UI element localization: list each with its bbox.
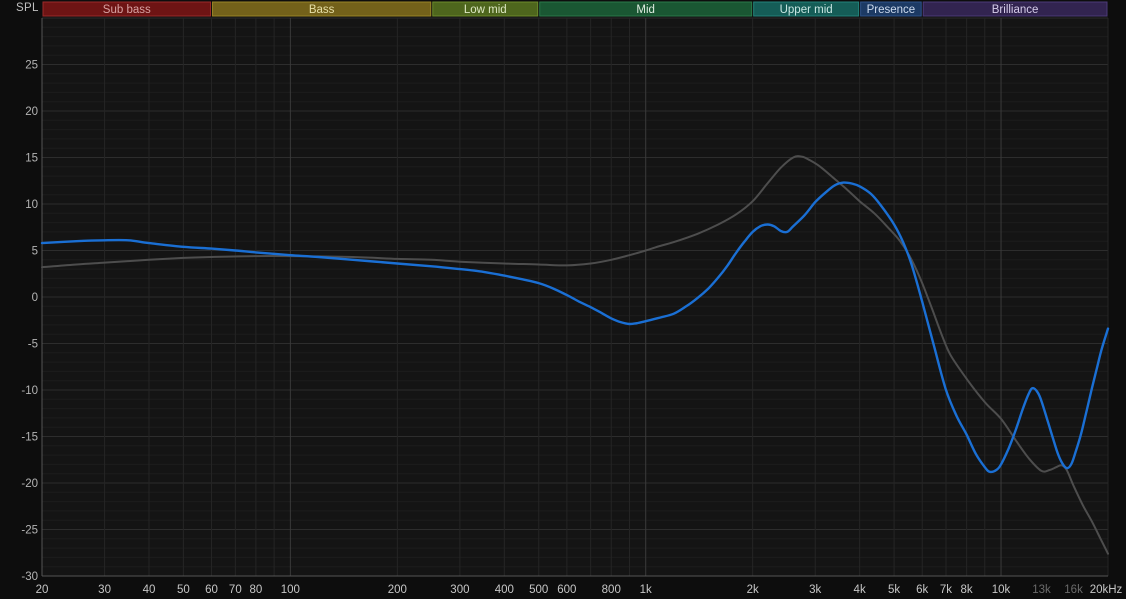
x-tick-label: 50	[177, 584, 190, 596]
x-tick-label: 3k	[809, 584, 821, 596]
y-tick-label: 10	[25, 199, 38, 211]
y-tick-label: 0	[32, 292, 38, 304]
x-tick-label: 30	[98, 584, 111, 596]
band-mid	[539, 1, 753, 17]
x-tick-label: 400	[495, 584, 514, 596]
y-tick-label: -5	[28, 339, 38, 351]
x-tick-label: 10k	[992, 584, 1011, 596]
y-tick-label: -15	[21, 432, 38, 444]
x-tick-label: 200	[388, 584, 407, 596]
x-tick-label: 5k	[888, 584, 900, 596]
band-label-mid: Mid	[636, 4, 655, 16]
x-tick-label: 800	[602, 584, 621, 596]
band-label-upper-mid: Upper mid	[780, 4, 833, 16]
x-tick-label: 8k	[961, 584, 973, 596]
x-tick-label: 40	[143, 584, 156, 596]
y-tick-label: -10	[21, 385, 38, 397]
band-low-mid	[432, 1, 539, 17]
y-tick-label: -20	[21, 478, 38, 490]
x-tick-label: 70	[229, 584, 242, 596]
y-tick-label: -25	[21, 525, 38, 537]
measured-curve	[40, 181, 1110, 474]
band-label-bass: Bass	[309, 4, 335, 16]
x-tick-label: 60	[205, 584, 218, 596]
band-bass	[212, 1, 432, 17]
band-label-low-mid: Low mid	[464, 4, 507, 16]
x-tick-label: 300	[450, 584, 469, 596]
x-tick-label: 100	[281, 584, 300, 596]
y-tick-label: 25	[25, 60, 38, 72]
x-tick-label: 1k	[640, 584, 652, 596]
band-brilliance	[922, 1, 1108, 17]
y-tick-label: 5	[32, 246, 38, 258]
x-tick-label: 4k	[854, 584, 866, 596]
x-tick-label: 13k	[1032, 584, 1051, 596]
band-label-sub-bass: Sub bass	[103, 4, 151, 16]
x-tick-label: 2k	[747, 584, 759, 596]
band-sub-bass	[42, 1, 212, 17]
x-tick-label: 600	[557, 584, 576, 596]
x-tick-label: 500	[529, 584, 548, 596]
band-label-presence: Presence	[867, 4, 916, 16]
y-tick-label: -30	[21, 571, 38, 583]
x-tick-label: 7k	[940, 584, 952, 596]
x-tick-label: 20	[36, 584, 49, 596]
band-upper-mid	[753, 1, 860, 17]
x-tick-label: 6k	[916, 584, 928, 596]
target-curve	[41, 155, 1109, 555]
y-tick-label: 20	[25, 106, 38, 118]
band-label-brilliance: Brilliance	[992, 4, 1039, 16]
band-presence	[860, 1, 922, 17]
x-tick-label: 20kHz	[1090, 584, 1123, 596]
spl-axis-label: SPL	[16, 2, 39, 14]
x-tick-label: 16k	[1064, 584, 1083, 596]
y-tick-label: 15	[25, 153, 38, 165]
x-tick-label: 80	[250, 584, 263, 596]
